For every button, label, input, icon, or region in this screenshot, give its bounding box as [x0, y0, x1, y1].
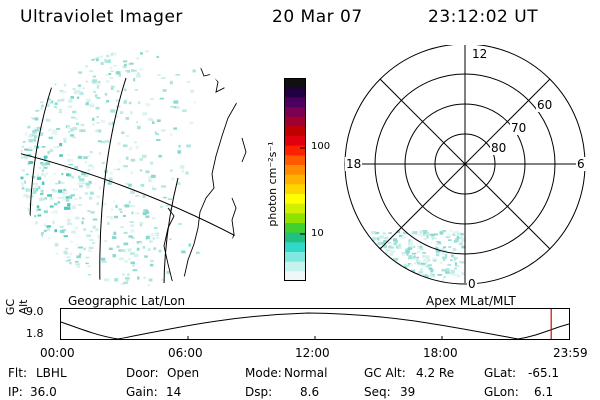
status-glon-value: 6.1 [534, 385, 554, 399]
instrument-title: Ultraviolet Imager [20, 7, 183, 27]
colorbar-band [284, 174, 306, 185]
altitude-xtick: 18:00 [423, 346, 458, 360]
altitude-xtick: 12:00 [295, 346, 330, 360]
mlat-label: 70 [510, 121, 528, 135]
status-dsp-label: Dsp: [245, 385, 273, 399]
colorbar-band [284, 107, 306, 118]
status-gain-label: Gain: [126, 385, 158, 399]
colorbar-band [284, 261, 306, 272]
coastline [183, 65, 245, 286]
polar-mlat-mlt-map [344, 45, 586, 285]
colorbar-band [284, 213, 306, 224]
status-mode-value: Normal [284, 366, 328, 380]
mlt-label-6: 6 [576, 157, 586, 171]
colorbar-band [284, 232, 306, 243]
right-map-title: Apex MLat/MLT [426, 294, 516, 308]
status-gain-value: 14 [166, 385, 182, 399]
colorbar-band [284, 78, 306, 89]
colorbar-band [284, 116, 306, 127]
altitude-xtick: 23:59 [553, 346, 588, 360]
status-dsp-value: 8.6 [300, 385, 320, 399]
status-ip-value: 36.0 [30, 385, 57, 399]
colorbar-band [284, 136, 306, 147]
status-filter-value: LBHL [36, 366, 67, 380]
status-glon-label: GLon: [484, 385, 519, 399]
status-door-value: Open [167, 366, 200, 380]
status-seq-value: 39 [400, 385, 416, 399]
meridian-line [99, 77, 127, 286]
colorbar-tick: 100 [311, 141, 331, 152]
mlat-label: 60 [536, 98, 554, 112]
colorbar-band [284, 242, 306, 253]
latitude-line [20, 152, 256, 249]
left-map-title: Geographic Lat/Lon [68, 294, 186, 308]
colorbar-band [284, 184, 306, 195]
status-gcalt-value: 4.2 Re [416, 366, 455, 380]
header-date: 20 Mar 07 [272, 7, 363, 27]
colorbar-band [284, 271, 306, 281]
status-mode-label: Mode: [245, 366, 282, 380]
colorbar-band [284, 252, 306, 263]
mlt-label-18: 18 [345, 157, 363, 171]
status-ip-label: IP: [8, 385, 23, 399]
colorbar-band [284, 155, 306, 166]
header-time: 23:12:02 UT [428, 7, 539, 27]
status-seq-label: Seq: [364, 385, 391, 399]
colorbar-band [284, 87, 306, 98]
altitude-plot [60, 308, 570, 340]
altitude-ymin: 1.8 [26, 327, 44, 340]
status-filter-label: Flt: [8, 366, 27, 380]
colorbar-band [284, 145, 306, 156]
meridian-line [163, 177, 179, 286]
colorbar-band [284, 126, 306, 137]
altitude-xtick: 06:00 [168, 346, 203, 360]
mlt-label-0: 0 [467, 277, 477, 291]
colorbar [284, 78, 306, 281]
status-glat-value: -65.1 [528, 366, 560, 380]
colorbar-band [284, 194, 306, 205]
colorbar-band [284, 203, 306, 214]
colorbar-band [284, 97, 306, 108]
altitude-ymax: 9.0 [26, 305, 44, 318]
colorbar-label: photon cm⁻²s⁻¹ [266, 141, 279, 227]
mlat-label: 80 [490, 141, 508, 155]
colorbar-band [284, 223, 306, 234]
status-glat-label: GLat: [484, 366, 517, 380]
status-gcalt-label: GC Alt: [364, 366, 406, 380]
altitude-xtick: 00:00 [40, 346, 75, 360]
altitude-curve [60, 312, 570, 340]
colorbar-band [284, 165, 306, 176]
colorbar-tick: 10 [311, 228, 324, 239]
geographic-map [20, 50, 256, 286]
mlt-label-12: 12 [470, 47, 490, 61]
status-door-label: Door: [126, 366, 159, 380]
